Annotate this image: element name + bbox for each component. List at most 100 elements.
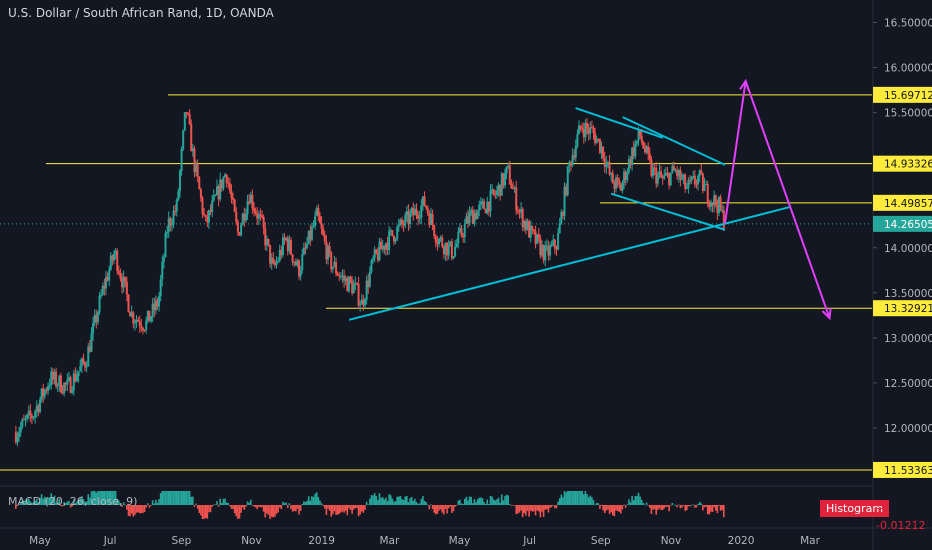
macd-histogram-bar (451, 505, 453, 513)
macd-histogram-bar (552, 504, 555, 506)
projection-arrowhead (821, 307, 832, 321)
macd-histogram-bar (240, 505, 242, 513)
candle-body (717, 197, 720, 213)
macd-histogram-bar (666, 505, 669, 507)
macd-histogram-bar (394, 501, 397, 505)
macd-histogram-bar (262, 505, 265, 512)
macd-histogram-bar (184, 491, 186, 505)
macd-histogram-bar (114, 491, 117, 505)
candle-body (93, 314, 96, 323)
candle-body (613, 183, 616, 189)
candle-body (489, 190, 492, 212)
macd-histogram-bar (549, 505, 551, 508)
candle-body (426, 207, 429, 214)
candle-body (50, 371, 53, 386)
macd-histogram-bar (407, 502, 410, 505)
candle-body (280, 250, 283, 256)
candle-body (531, 225, 534, 230)
macd-histogram-bar (311, 496, 313, 505)
macd-indicator-label[interactable]: MACD (20, 26, close, 9) (8, 495, 138, 508)
candle-body (566, 166, 569, 195)
macd-histogram-bar (111, 491, 114, 505)
macd-histogram-bar (344, 505, 347, 511)
candle-body (606, 162, 609, 164)
candle-body (587, 128, 590, 134)
macd-histogram-bar (259, 505, 262, 508)
macd-histogram (15, 491, 725, 519)
candle-body (383, 245, 386, 250)
candle-body (47, 386, 50, 391)
candle-body (145, 320, 148, 331)
candle-body (713, 195, 716, 206)
candle-body (312, 225, 315, 227)
candle-body (627, 159, 630, 173)
macd-histogram-bar (586, 494, 588, 505)
macd-histogram-bar (264, 505, 267, 518)
candle-body (698, 170, 701, 177)
candle-body (483, 201, 486, 210)
level-price-tag (873, 86, 932, 103)
candle-body (84, 362, 87, 368)
macd-histogram-bar (473, 499, 476, 505)
macd-histogram-bar (700, 503, 703, 505)
candle-body (59, 375, 62, 393)
candle-body (232, 197, 235, 200)
macd-histogram-bar (431, 505, 434, 510)
macd-histogram-bar (243, 505, 246, 510)
candle-body (264, 228, 267, 246)
macd-histogram-bar (81, 496, 83, 505)
macd-histogram-bar (422, 496, 424, 505)
macd-histogram-bar (224, 498, 226, 505)
candle-body (479, 201, 482, 205)
macd-histogram-bar (85, 501, 88, 505)
macd-histogram-bar (340, 505, 342, 513)
macd-histogram-bar (79, 498, 82, 505)
macd-histogram-bar (221, 503, 223, 505)
candle-body (631, 147, 634, 165)
candle-body (164, 233, 167, 258)
candle-body (362, 299, 365, 306)
level-price-label: 14.49857 (884, 198, 932, 210)
macd-histogram-bar (135, 505, 138, 513)
macd-histogram-bar (119, 503, 122, 505)
candle-body (352, 284, 355, 294)
macd-histogram-bar (373, 493, 376, 505)
macd-histogram-bar (491, 496, 493, 505)
candle-body (143, 330, 146, 332)
candle-body (291, 254, 294, 263)
macd-histogram-bar (723, 505, 725, 518)
candle-body (217, 186, 220, 200)
candle-body (503, 173, 506, 186)
candle-body (679, 170, 682, 180)
macd-histogram-bar (175, 491, 178, 505)
macd-histogram-bar (64, 503, 67, 505)
macd-histogram-bar (121, 505, 123, 507)
candle-body (111, 255, 114, 261)
candle-body (450, 241, 453, 259)
candle-body (521, 208, 524, 228)
price-tick-label: 13.50000 (884, 288, 932, 300)
candle-body (405, 211, 408, 216)
candle-body (512, 188, 515, 190)
candle-body (127, 294, 130, 312)
macd-histogram-bar (396, 496, 398, 505)
macd-histogram-bar (480, 497, 482, 505)
candle-body (187, 113, 190, 115)
macd-histogram-bar (620, 505, 622, 514)
macd-histogram-bar (261, 505, 263, 508)
macd-histogram-bar (510, 505, 513, 506)
candle-body (257, 214, 260, 219)
candle-body (34, 411, 37, 417)
time-tick-label: Jul (522, 535, 536, 547)
time-tick-label: 2019 (308, 535, 335, 547)
macd-histogram-bar (460, 503, 463, 505)
macd-histogram-bar (241, 505, 244, 508)
macd-histogram-bar (386, 501, 389, 505)
candle-body (45, 389, 48, 391)
candle-body (529, 225, 532, 238)
candle-body (413, 208, 416, 216)
macd-histogram-bar (369, 498, 371, 505)
